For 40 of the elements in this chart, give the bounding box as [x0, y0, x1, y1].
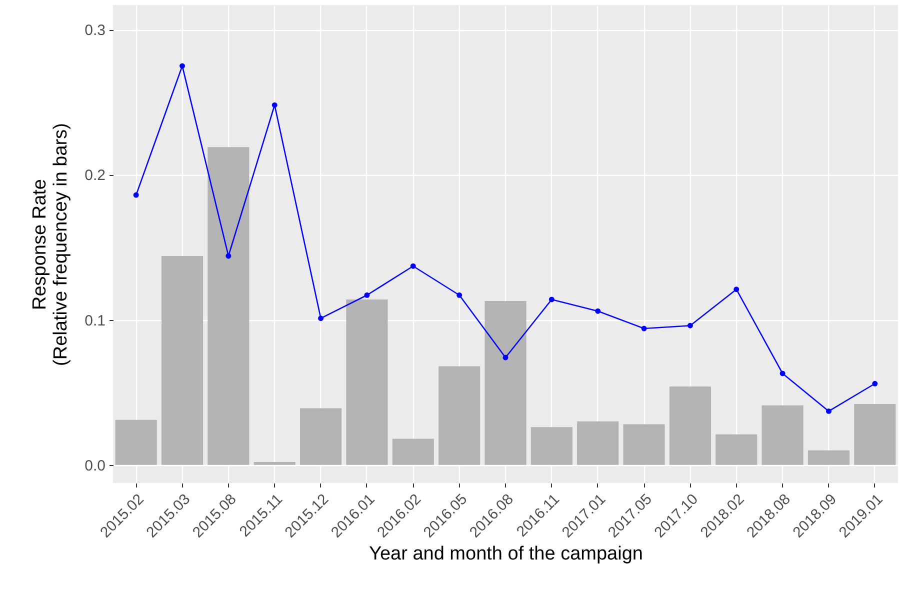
bar	[808, 450, 850, 465]
point	[548, 296, 554, 302]
point	[595, 308, 601, 314]
bar	[854, 404, 896, 465]
bar	[208, 147, 250, 465]
point	[410, 263, 416, 269]
bar	[161, 256, 204, 465]
point	[641, 326, 647, 332]
point	[734, 286, 740, 292]
bar	[392, 438, 434, 465]
bar	[762, 405, 804, 465]
bar	[716, 434, 758, 465]
x-axis-title: Year and month of the campaign	[369, 543, 643, 564]
point	[780, 370, 786, 376]
bar	[438, 366, 480, 465]
point	[364, 292, 370, 298]
bar	[623, 424, 665, 465]
point	[133, 192, 139, 198]
point	[456, 292, 462, 298]
bar	[300, 408, 342, 465]
point	[872, 380, 878, 386]
point	[272, 102, 278, 108]
bar	[669, 386, 711, 465]
y-tick-label: 0.0	[84, 457, 106, 474]
bar	[254, 462, 296, 465]
bar	[577, 421, 619, 465]
y-axis-title: Response Rate (Relative frequencey in bars)	[30, 123, 72, 366]
point	[826, 408, 832, 414]
point	[502, 354, 508, 360]
bar	[484, 300, 526, 465]
y-tick-label: 0.3	[84, 22, 106, 40]
bar	[115, 420, 157, 465]
point	[226, 253, 232, 259]
bar	[346, 299, 388, 465]
y-tick-label: 0.2	[84, 167, 106, 184]
point	[180, 63, 186, 69]
point	[318, 316, 324, 322]
y-tick-label: 0.1	[84, 312, 106, 330]
point	[687, 322, 693, 328]
bar	[530, 427, 572, 465]
